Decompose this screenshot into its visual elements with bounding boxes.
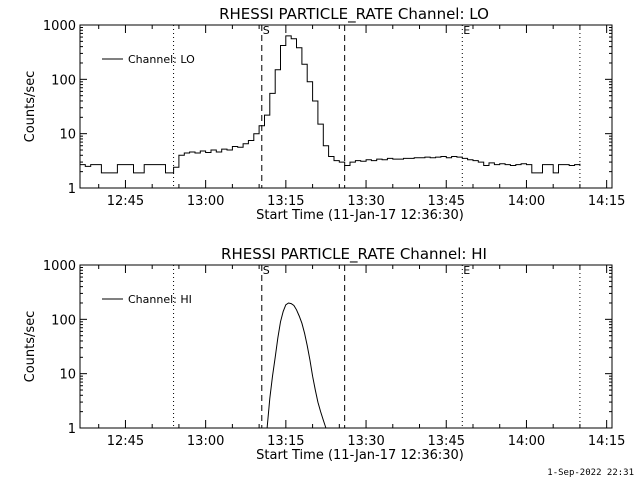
chart-0-xtick-label: 13:45 [428, 194, 465, 209]
chart-0-xlabel: Start Time (11-Jan-17 12:36:30) [256, 208, 464, 223]
chart-0-xtick-label: 13:00 [187, 194, 224, 209]
chart-1-frame [79, 264, 613, 429]
chart-1-marker-label: S [263, 264, 270, 277]
chart-1-xtick-label: 12:45 [107, 434, 144, 449]
chart-1-series-line-0 [266, 302, 327, 429]
chart-0-ytick-label: 1000 [43, 19, 76, 34]
chart-0-frame [79, 24, 613, 189]
chart-1-legend-label: Channel: HI [128, 293, 192, 306]
chart-0-ylabel: Counts/sec [23, 71, 38, 143]
chart-0-marker-label: E [463, 24, 470, 37]
chart-1-title: RHESSI PARTICLE_RATE Channel: HI [221, 245, 487, 264]
chart-1-marker-label: E [463, 264, 470, 277]
chart-1-xtick-label: 13:15 [267, 434, 304, 449]
chart-0-xtick-label: 14:00 [508, 194, 545, 209]
chart-1-xlabel: Start Time (11-Jan-17 12:36:30) [256, 448, 464, 463]
chart-1-xtick-label: 13:00 [187, 434, 224, 449]
chart-0-xtick-label: 12:45 [107, 194, 144, 209]
chart-0-xtick-label: 13:30 [347, 194, 384, 209]
chart-0-legend-label: Channel: LO [128, 53, 195, 66]
chart-0-xtick-label: 13:15 [267, 194, 304, 209]
chart-0-ytick-label: 100 [51, 73, 76, 88]
chart-1-xtick-label: 13:45 [428, 434, 465, 449]
chart-0-ytick-label: 10 [59, 128, 76, 143]
chart-0-marker-label: S [263, 24, 270, 37]
chart-1-ytick-label: 10 [59, 368, 76, 383]
chart-0-title: RHESSI PARTICLE_RATE Channel: LO [219, 5, 489, 24]
plot-timestamp: 1-Sep-2022 22:31 [547, 468, 634, 478]
chart-1-ylabel: Counts/sec [23, 311, 38, 383]
chart-1-ytick-label: 100 [51, 313, 76, 328]
chart-0-xtick-label: 14:15 [588, 194, 625, 209]
chart-0-ytick-label: 1 [68, 182, 76, 197]
chart-1-ytick-label: 1000 [43, 259, 76, 274]
chart-1-xtick-label: 13:30 [347, 434, 384, 449]
chart-1-xtick-label: 14:15 [588, 434, 625, 449]
chart-1-ytick-label: 1 [68, 422, 76, 437]
chart-1-xtick-label: 14:00 [508, 434, 545, 449]
chart-0-series-line-0 [80, 35, 581, 174]
